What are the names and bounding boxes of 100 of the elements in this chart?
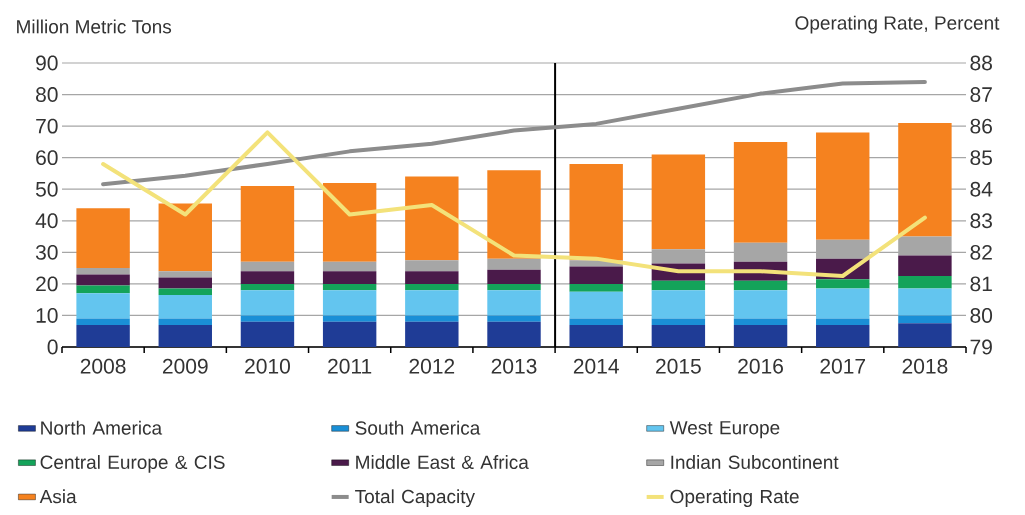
bar	[158, 203, 212, 272]
bar	[240, 315, 295, 322]
line-series	[101, 79, 927, 187]
bar	[76, 208, 130, 269]
legend-label: Indian Subcontinent	[671, 455, 839, 469]
bar	[569, 266, 623, 284]
bar	[651, 154, 706, 250]
bar	[405, 271, 459, 284]
x-tick-label: 2013	[491, 358, 537, 374]
y-tick-label: 60	[36, 150, 58, 166]
bar	[816, 288, 870, 319]
bar	[651, 290, 706, 319]
legend-label: Asia	[39, 489, 77, 504]
bar	[487, 269, 541, 284]
bar	[569, 318, 623, 325]
y-tick-label: 70	[36, 118, 58, 134]
bar	[733, 318, 788, 325]
y2-axis-title: Operating Rate, Percent	[795, 15, 1000, 34]
bar	[405, 290, 459, 316]
bar	[898, 323, 952, 347]
legend-label: Middle East & Africa	[356, 455, 529, 469]
bar	[651, 249, 706, 264]
y-tick-label: 80	[36, 87, 58, 102]
bar	[76, 293, 130, 319]
bar	[733, 280, 788, 291]
bar	[158, 277, 212, 289]
y2-tick-label: 85	[970, 150, 993, 166]
bar	[76, 318, 130, 325]
bar	[569, 291, 623, 319]
y2-tick-label: 86	[970, 118, 992, 134]
x-tick-label: 2014	[573, 358, 619, 374]
bar	[158, 271, 212, 278]
bar	[240, 186, 295, 262]
y2-tick-label: 81	[970, 276, 992, 292]
y2-tick-label: 87	[970, 87, 992, 102]
bar	[816, 279, 870, 289]
legend-label: West Europe	[669, 421, 780, 439]
y-axis-title: Million Metric Tons	[17, 19, 172, 34]
bar	[76, 274, 130, 286]
bar	[240, 271, 295, 284]
bar	[240, 321, 295, 347]
bar	[651, 324, 706, 347]
x-tick-label: 2015	[656, 358, 701, 374]
bar	[569, 283, 623, 292]
x-tick-label: 2008	[80, 358, 126, 374]
bar	[158, 288, 212, 295]
legend-label: North America	[41, 420, 163, 435]
x-tick-label: 2011	[328, 358, 372, 374]
y2-tick-label: 83	[970, 213, 992, 229]
bar	[569, 163, 623, 261]
bar	[76, 285, 130, 294]
y2-tick-label: 82	[970, 244, 992, 260]
bar	[898, 288, 952, 316]
y-tick-label: 10	[36, 308, 58, 323]
bar	[487, 258, 541, 270]
bar	[733, 141, 788, 243]
bar	[651, 318, 706, 325]
bar	[322, 315, 377, 322]
y2-tick-label: 79	[970, 339, 992, 355]
x-tick-label: 2018	[902, 358, 948, 374]
y-tick-label: 40	[35, 213, 58, 229]
bar	[322, 283, 377, 291]
y2-tick-label: 84	[970, 181, 993, 197]
bar	[240, 290, 295, 316]
bar	[322, 271, 377, 284]
y2-tick-label: 88	[970, 55, 992, 71]
bar	[816, 239, 870, 259]
legend-label: Central Europe & CIS	[40, 455, 225, 473]
bar	[816, 324, 870, 347]
bar	[733, 324, 788, 347]
bar	[898, 276, 952, 289]
bar	[816, 318, 870, 325]
x-tick-label: 2012	[409, 358, 455, 374]
bar	[322, 290, 377, 316]
legend-label: South America	[355, 420, 481, 435]
legend-label: Total Capacity	[355, 489, 475, 508]
y-tick-label: 0	[47, 339, 58, 355]
bar	[240, 261, 295, 272]
x-tick-label: 2010	[245, 358, 290, 374]
bar	[405, 321, 459, 347]
bar	[487, 315, 541, 322]
bar	[487, 290, 541, 316]
bar	[898, 122, 952, 237]
bar	[405, 260, 459, 272]
legend-label: Operating Rate	[670, 489, 799, 508]
y-tick-label: 50	[35, 181, 58, 197]
x-tick-label: 2009	[162, 358, 208, 374]
bar	[405, 315, 459, 322]
bar	[898, 315, 952, 324]
y-tick-label: 20	[36, 276, 58, 292]
bar	[76, 268, 130, 275]
bar	[487, 321, 541, 347]
line-series	[101, 130, 927, 278]
bar	[405, 283, 459, 291]
bar	[158, 294, 212, 319]
y2-tick-label: 80	[970, 308, 993, 323]
bar	[322, 182, 377, 262]
x-tick-label: 2016	[738, 358, 783, 374]
bar	[487, 283, 541, 291]
bar	[322, 261, 377, 272]
